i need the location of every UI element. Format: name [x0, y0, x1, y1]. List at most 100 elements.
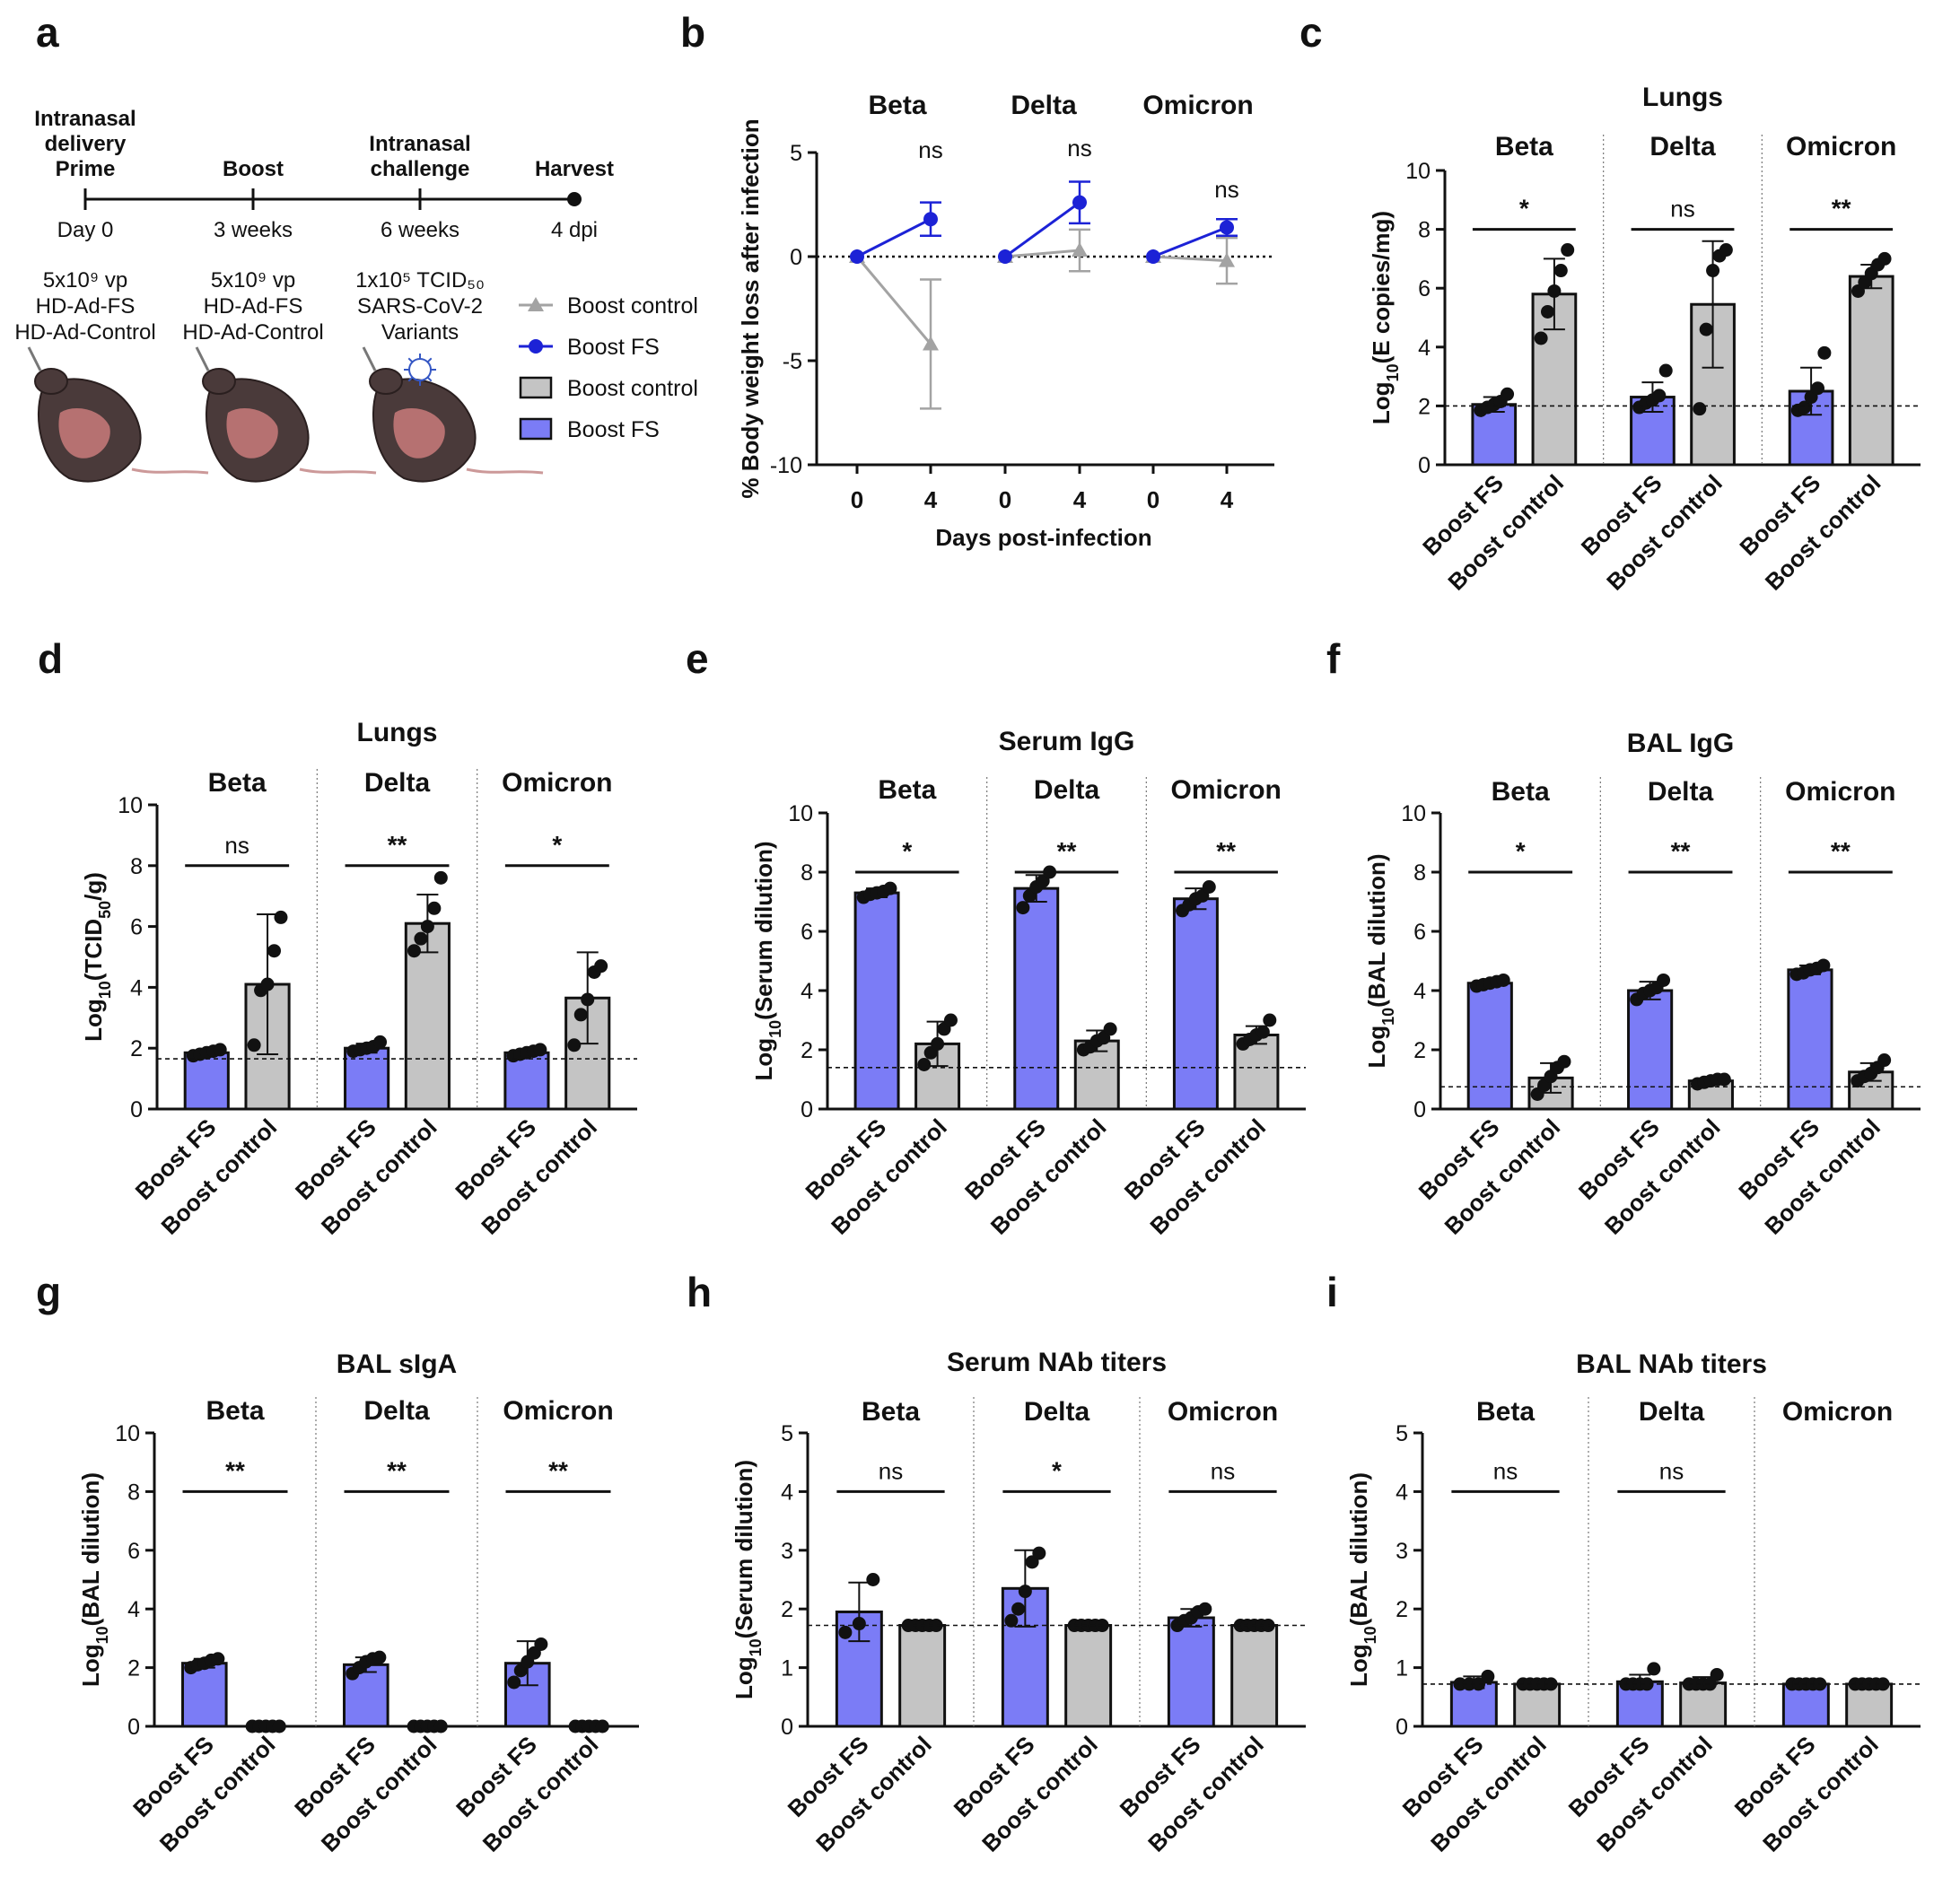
significance-label: **: [225, 1456, 245, 1484]
timeline-day-label: Day 0: [57, 218, 114, 242]
significance-label: **: [1832, 195, 1851, 223]
data-point: [373, 1035, 388, 1049]
data-point: [573, 1008, 588, 1022]
y-tick-label: 10: [788, 801, 813, 826]
y-tick-label: 4: [781, 1480, 793, 1505]
y-tick-label: 8: [801, 860, 813, 886]
data-point: [1202, 880, 1216, 894]
group-label: Omicron: [1786, 132, 1896, 162]
y-tick-label: 6: [1418, 276, 1431, 301]
mouse-illustration: [27, 346, 209, 483]
legend-entry: Boost FS: [519, 335, 660, 360]
data-point: [1534, 331, 1548, 345]
group-label: Omicron: [1785, 777, 1895, 807]
y-tick-label: 0: [781, 1715, 793, 1740]
x-axis-label: Days post-infection: [935, 524, 1151, 551]
y-axis-label: Log10(Serum dilution): [750, 841, 784, 1080]
group-label: Delta: [1024, 1397, 1090, 1427]
group-label: Delta: [1648, 777, 1714, 807]
y-tick-label: 4: [130, 975, 143, 1000]
timeline-step-title: delivery: [45, 132, 127, 156]
data-point: [1719, 243, 1733, 258]
data-point: [943, 1013, 958, 1027]
y-tick-label: 0: [1418, 453, 1431, 478]
mouse-tail: [131, 467, 209, 475]
timeline-step-title: Harvest: [535, 157, 614, 181]
chart-title: BAL sIgA: [337, 1349, 457, 1379]
legend-label: Boost control: [567, 376, 698, 401]
bar-boost-fs: [1466, 982, 1513, 1111]
timeline-end-dot: [567, 192, 582, 206]
data-point: [1561, 243, 1575, 258]
panel-letter-a: a: [36, 9, 59, 56]
data-point: [1647, 1662, 1661, 1676]
significance-label: ns: [1659, 1457, 1684, 1484]
data-point: [581, 992, 595, 1007]
series-line-boost-control: [855, 256, 932, 345]
data-point: [372, 1650, 387, 1664]
panel-letter-g: g: [36, 1269, 61, 1315]
dose-label: Variants: [381, 320, 459, 345]
group-label: Beta: [862, 1397, 920, 1427]
bar-boost-control: [1848, 275, 1894, 467]
data-point-circle: [1220, 220, 1234, 235]
y-tick-label: 0: [801, 1097, 813, 1122]
group-label: Delta: [364, 768, 431, 798]
data-point: [1496, 973, 1510, 987]
group-label: Beta: [208, 768, 267, 798]
group-label: Omicron: [1170, 775, 1281, 805]
timeline-step-title: Intranasal: [34, 107, 136, 131]
significance-label: ns: [879, 1457, 903, 1484]
data-point: [883, 881, 897, 895]
data-point: [1652, 389, 1667, 403]
data-point: [1541, 304, 1555, 319]
y-tick-label: 2: [1396, 1597, 1408, 1622]
group-label: Omicron: [1168, 1397, 1278, 1427]
panel-letter-i: i: [1326, 1269, 1338, 1315]
data-point: [1501, 387, 1515, 401]
data-point: [414, 931, 428, 946]
data-point: [274, 910, 288, 924]
pipette-icon: [195, 346, 210, 371]
group-label: Beta: [1492, 777, 1550, 807]
dose-label: 5x10⁹ vp: [211, 268, 295, 293]
data-point: [838, 1625, 853, 1639]
data-point: [1877, 251, 1892, 266]
data-point: [1103, 1022, 1117, 1036]
data-point-triangle: [923, 336, 939, 351]
group-label: Omicron: [502, 768, 612, 798]
legend-label: Boost control: [567, 293, 698, 319]
y-tick-label: 3: [781, 1539, 793, 1564]
dose-label: 5x10⁹ vp: [43, 268, 127, 293]
bar-boost-fs: [1781, 1682, 1830, 1728]
significance-label: ns: [1211, 1457, 1235, 1484]
chart-title: BAL NAb titers: [1576, 1349, 1767, 1379]
panel-d: dLungs0246810Log10(TCID50/g)BetansBoost …: [38, 635, 637, 1240]
significance-label: **: [1057, 837, 1077, 865]
y-tick-label: 6: [801, 920, 813, 945]
series-line-boost-fs: [1152, 226, 1228, 258]
y-tick-label: 8: [130, 854, 143, 879]
y-axis-label: Log10(TCID50/g): [80, 872, 114, 1042]
data-point: [533, 1043, 547, 1057]
data-point: [211, 1652, 225, 1666]
legend-entry: Boost FS: [519, 417, 660, 442]
data-point-circle: [1072, 195, 1087, 210]
bar-boost-control: [1064, 1624, 1113, 1728]
data-point: [1658, 363, 1673, 378]
y-tick-label: 0: [1413, 1097, 1426, 1122]
group-label: Beta: [206, 1396, 264, 1426]
y-tick-label: 5: [781, 1421, 793, 1446]
data-point: [407, 944, 421, 958]
significance-label: *: [1052, 1456, 1062, 1484]
data-point-circle: [1146, 249, 1160, 264]
data-point: [272, 1719, 286, 1733]
y-tick-label: 4: [127, 1597, 140, 1622]
data-point: [213, 1043, 227, 1057]
panel-letter-b: b: [680, 9, 705, 56]
data-point: [1817, 345, 1832, 360]
y-tick-label: 2: [801, 1038, 813, 1063]
